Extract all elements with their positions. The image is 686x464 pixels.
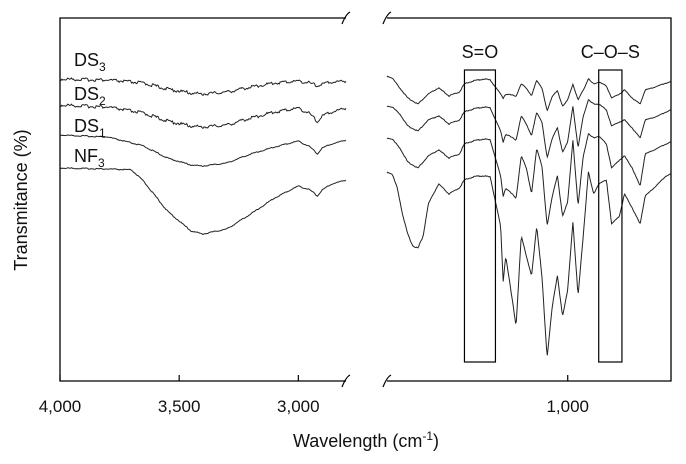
series-line-right: [386, 133, 671, 225]
series-line-left: [59, 167, 347, 236]
axis-break-mark: [382, 11, 392, 25]
series-label-sub: 3: [99, 60, 106, 74]
series-line-right: [386, 75, 671, 112]
right-panel-curves: [386, 75, 671, 356]
series-label-sub: 2: [99, 94, 106, 108]
series-label-main: NF: [74, 146, 98, 166]
series-line-left: [59, 134, 347, 168]
x-axis-title-tail: ): [433, 431, 439, 451]
x-tick-label: 1,000: [546, 397, 589, 416]
series-line-right: [386, 99, 671, 159]
axis-break-mark: [341, 374, 351, 388]
axis-break-mark: [382, 374, 392, 388]
series-label-main: DS: [74, 84, 99, 104]
x-tick-label: 4,000: [39, 397, 82, 416]
x-axis-ticks: 4,000 3,500 3,000 1,000: [39, 375, 589, 416]
band-box: [463, 69, 497, 363]
left-panel-frame: [59, 17, 346, 382]
x-tick-label: 3,000: [277, 397, 320, 416]
series-line-right: [386, 171, 671, 356]
right-panel-frame: [387, 17, 672, 382]
x-tick-label: 3,500: [158, 397, 201, 416]
series-label: DS3: [74, 50, 106, 74]
y-axis-title: Transmitance (%): [11, 129, 31, 270]
x-axis-title: Wavelength (cm-1): [293, 429, 439, 451]
series-line-left: [59, 77, 347, 97]
band-label: S=O: [462, 42, 499, 62]
band-box: [598, 69, 623, 363]
series-label: NF3: [74, 146, 105, 170]
series-line-left: [59, 103, 347, 130]
band-boxes: S=O C–O–S: [462, 42, 640, 363]
plot-frames: [59, 11, 672, 388]
x-axis-title-sup: -1: [422, 429, 433, 443]
series-label-sub: 1: [99, 126, 106, 140]
series-label-main: DS: [74, 50, 99, 70]
x-axis-title-main: Wavelength (cm: [293, 431, 422, 451]
series-label: DS1: [74, 116, 106, 140]
band-label: C–O–S: [581, 42, 640, 62]
axis-break-mark: [341, 11, 351, 25]
series-label-main: DS: [74, 116, 99, 136]
series-label-sub: 3: [98, 156, 105, 170]
series-label: DS2: [74, 84, 106, 108]
left-panel-curves: [59, 77, 347, 236]
